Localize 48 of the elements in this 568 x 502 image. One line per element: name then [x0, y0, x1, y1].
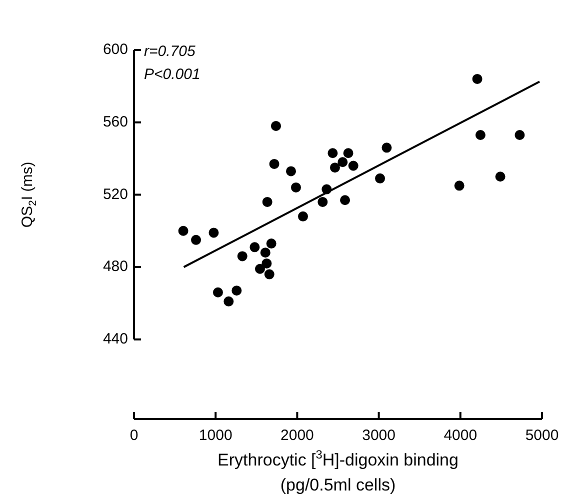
point	[270, 120, 281, 131]
x-tick-label: 5000	[525, 427, 559, 444]
point	[262, 196, 272, 207]
y-tick-label: 560	[102, 113, 128, 130]
point	[191, 234, 202, 245]
point	[375, 173, 386, 184]
point	[260, 248, 270, 258]
point	[232, 286, 242, 296]
annotation: r=0.705	[144, 43, 196, 60]
point	[343, 148, 354, 158]
point	[290, 182, 301, 192]
point	[330, 162, 340, 173]
x-tick-label: 3000	[362, 427, 396, 444]
point	[208, 228, 219, 238]
point	[212, 287, 223, 298]
y-tick-label: 600	[102, 41, 128, 58]
y-tick-label: 440	[102, 330, 128, 348]
point	[338, 157, 348, 168]
point	[322, 184, 332, 194]
point	[318, 196, 328, 207]
point	[298, 211, 308, 222]
point	[475, 130, 486, 140]
point	[340, 195, 350, 206]
point	[266, 238, 276, 249]
point	[514, 130, 525, 140]
point	[286, 166, 296, 176]
point	[224, 296, 234, 306]
point	[254, 264, 265, 274]
x-tick-label: 1000	[198, 427, 232, 444]
point	[262, 258, 272, 268]
y-axis-title: QS2I (ms)	[19, 162, 40, 228]
point	[348, 160, 358, 171]
point	[454, 180, 464, 191]
annotation: P<0.001	[144, 66, 200, 84]
point	[250, 242, 260, 252]
point	[382, 142, 392, 153]
point	[178, 226, 188, 236]
x-tick-label: 0	[130, 427, 138, 444]
x-tick-label: 4000	[444, 427, 478, 444]
point	[472, 74, 482, 84]
point	[495, 172, 506, 182]
point	[269, 158, 280, 169]
x-tick-label: 2000	[280, 427, 314, 444]
point	[237, 251, 248, 262]
y-tick-label: 480	[102, 258, 128, 276]
point	[328, 148, 338, 158]
y-tick-label: 520	[102, 186, 128, 203]
point	[264, 269, 274, 280]
